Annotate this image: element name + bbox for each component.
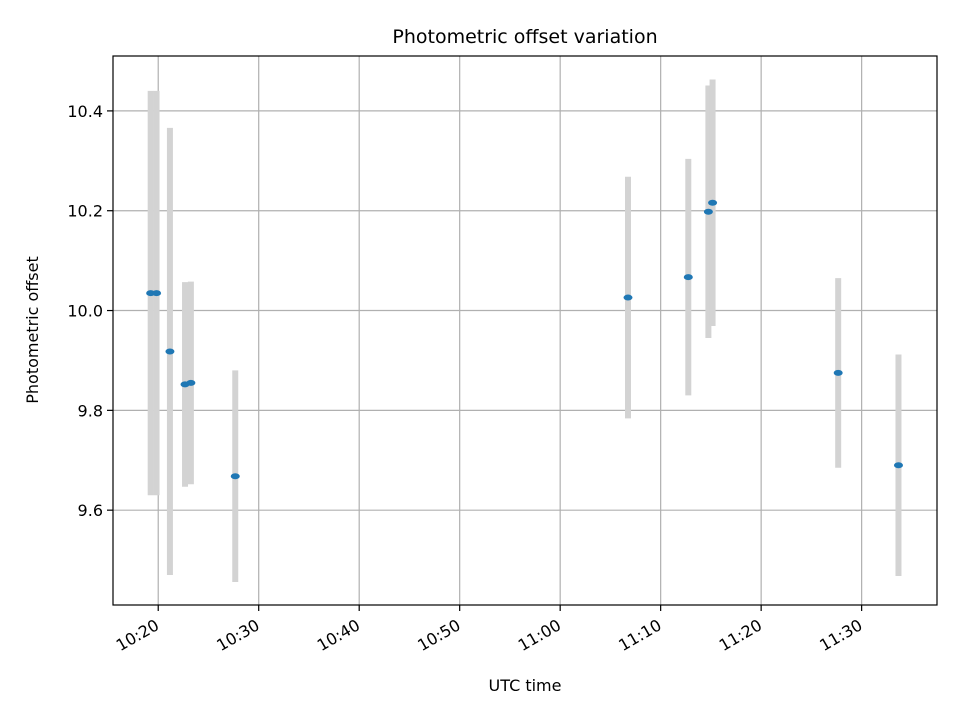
x-tick-label: 10:40 [314,615,363,655]
y-axis: 9.6 9.8 10.0 10.2 10.4 [67,102,113,520]
y-tick-label: 9.6 [78,501,103,520]
plot-frame [112,55,938,606]
x-tick-label: 11:00 [515,615,564,655]
data-point [833,369,843,376]
y-tick-label: 10.0 [67,302,103,321]
data-point [152,290,162,297]
data-point [623,294,633,301]
x-tick-label: 10:50 [414,615,463,655]
x-axis-title: UTC time [489,676,562,695]
data-point [708,199,718,206]
x-tick-label: 11:30 [816,615,865,655]
y-tick-label: 10.2 [67,202,103,221]
x-tick-label: 11:10 [615,615,664,655]
data-point [893,462,903,469]
y-tick-label: 9.8 [78,401,103,420]
data-point [186,379,196,386]
x-tick-label: 10:20 [113,615,162,655]
x-tick-label: 11:20 [716,615,765,655]
x-tick-label: 10:30 [213,615,262,655]
chart-title: Photometric offset variation [392,26,657,48]
data-points [146,199,903,480]
data-point [165,348,175,355]
x-axis: 10:20 10:30 10:40 10:50 11:00 11:10 11:20 11:30 [113,605,866,655]
data-point [230,473,240,480]
y-axis-title: Photometric offset [23,256,42,404]
grid [113,56,937,605]
data-point [683,274,693,281]
error-bars [147,79,902,583]
data-point [703,208,713,215]
y-tick-label: 10.4 [67,102,103,121]
